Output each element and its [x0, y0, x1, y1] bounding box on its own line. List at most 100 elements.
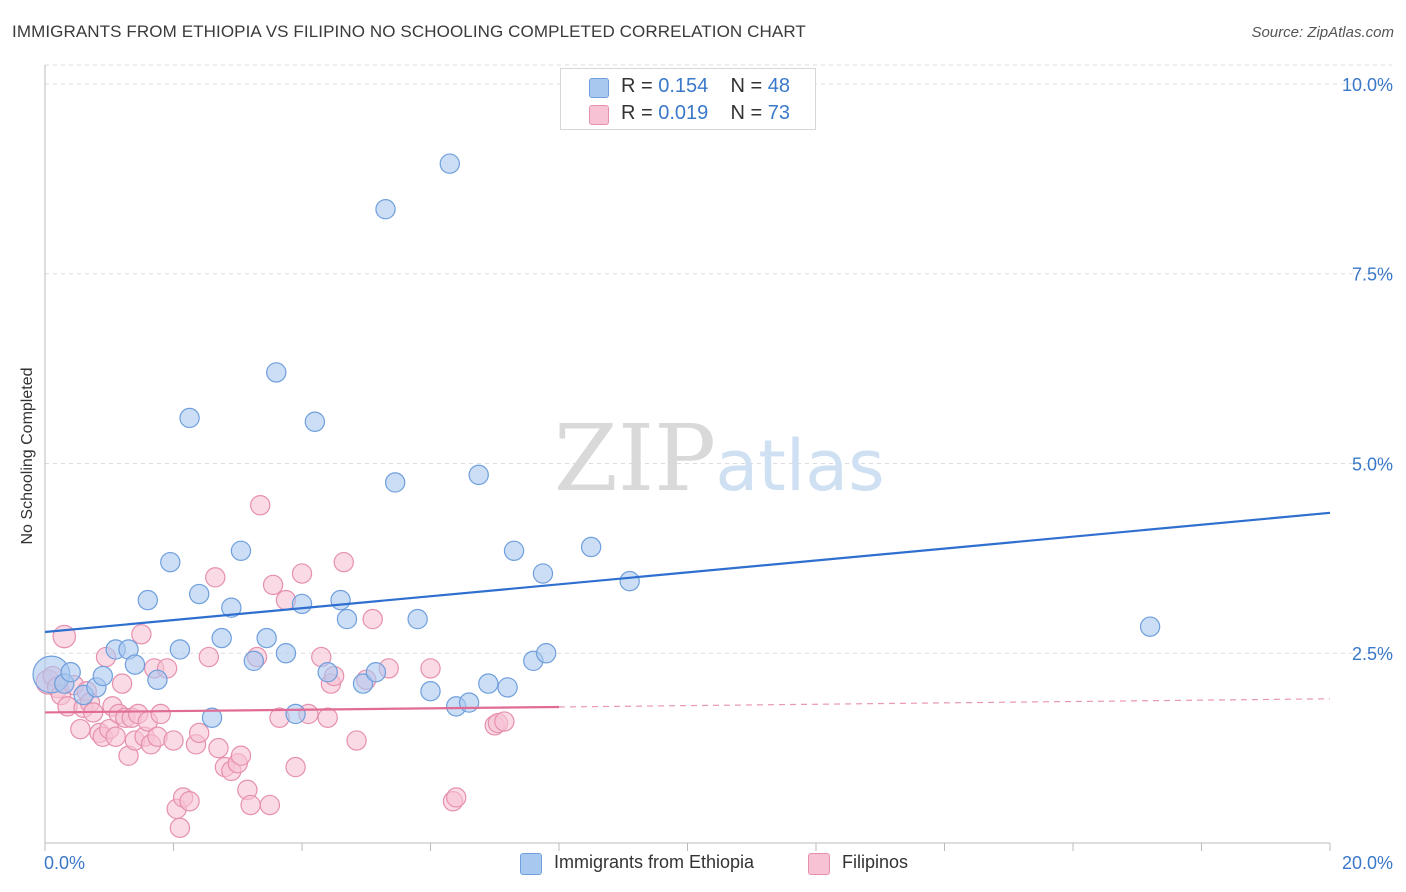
ethiopia-point [458, 692, 480, 713]
ethiopia-point [147, 669, 168, 691]
filipino-point [240, 794, 261, 816]
filipino-point [105, 726, 126, 747]
y-tick-label: 2.5% [1352, 644, 1393, 664]
ethiopia-point [1139, 616, 1161, 637]
filipino-point [230, 745, 252, 766]
ethiopia-point [92, 665, 114, 687]
ethiopia-trend-line [44, 511, 1331, 634]
ethiopia-point [211, 627, 232, 649]
r-label: R = [621, 102, 653, 124]
ethiopia-point [317, 662, 338, 683]
legend-swatch-ethiopia [589, 78, 609, 98]
ethiopia-point [580, 536, 602, 558]
chart-title: IMMIGRANTS FROM ETHIOPIA VS FILIPINO NO … [12, 22, 806, 41]
tick-labels: 2.5% 5.0% 7.5% 10.0% 0.0% 20.0% [44, 75, 1393, 873]
ethiopia-point [478, 673, 499, 694]
ethiopia-point [221, 597, 242, 618]
y-tick-label: 7.5% [1352, 265, 1393, 285]
filipino-point [346, 730, 367, 751]
ethiopia-point [201, 707, 223, 728]
ethiopia-point [124, 654, 146, 675]
filipino-point [262, 574, 284, 596]
filipino-point [250, 495, 271, 516]
ethiopia-point [420, 680, 441, 702]
ethiopia-point [243, 650, 265, 672]
ethiopia-point [532, 563, 554, 584]
filipino-point [150, 703, 171, 725]
watermark-atlas: atlas [715, 425, 884, 507]
legend-swatch-filipinos [589, 105, 609, 125]
ethiopia-point [137, 589, 158, 611]
bottom-legend-label-filipinos: Filipinos [842, 852, 909, 872]
grid-lines [45, 64, 1392, 654]
filipino-trend-line-extension [558, 698, 1331, 708]
ethiopia-point [304, 411, 326, 432]
ethiopia-point [230, 540, 252, 561]
watermark-zip: ZIP [554, 405, 716, 512]
filipino-point [259, 794, 281, 816]
ethiopia-point [497, 677, 518, 698]
ethiopia-point [275, 643, 297, 664]
filipino-point [111, 673, 133, 694]
filipino-point [317, 707, 338, 728]
source-label: Source: ZipAtlas.com [1251, 24, 1394, 41]
n-value: 48 [767, 75, 791, 97]
filipino-point [163, 730, 184, 751]
n-label: N = [730, 102, 763, 124]
filipino-point [205, 567, 226, 588]
ethiopia-point [439, 153, 460, 174]
ethiopia-point [179, 407, 200, 429]
x-tick-label: 0.0% [44, 853, 85, 873]
filipino-trend-line [44, 705, 560, 714]
trend-lines [44, 511, 1331, 714]
filipino-point [333, 551, 354, 573]
data-points [32, 153, 1161, 839]
ethiopia-point [169, 639, 191, 660]
filipino-point [131, 624, 152, 645]
ethiopia-point [291, 593, 313, 615]
ethiopia-point [256, 627, 277, 649]
ethiopia-point [503, 540, 525, 561]
bottom-legend-swatch-ethiopia [520, 853, 542, 875]
filipino-point [70, 718, 91, 740]
r-label: R = [621, 75, 653, 97]
filipino-point [169, 817, 191, 839]
ethiopia-point [188, 583, 210, 605]
ethiopia-point [60, 662, 81, 683]
r-value: 0.019 [658, 102, 709, 124]
ethiopia-point [330, 589, 351, 611]
bottom-legend-swatch-filipinos [808, 853, 830, 875]
filipino-point [198, 646, 220, 668]
x-tick-label: 20.0% [1342, 853, 1393, 873]
ethiopia-point [365, 662, 387, 683]
ethiopia-point [468, 464, 489, 486]
n-value: 73 [767, 102, 791, 124]
ethiopia-point [352, 673, 374, 694]
ethiopia-point [336, 608, 358, 630]
ethiopia-point [407, 608, 428, 630]
filipino-point [285, 756, 306, 778]
filipino-point [420, 658, 441, 679]
axes [44, 65, 1331, 851]
ethiopia-point [384, 472, 406, 493]
ethiopia-point [285, 703, 306, 725]
y-tick-label: 5.0% [1352, 454, 1393, 474]
r-value: 0.154 [658, 75, 709, 97]
ethiopia-point [375, 199, 396, 220]
bottom-legend-label-ethiopia: Immigrants from Ethiopia [554, 852, 755, 872]
legend-text-ethiopia: R = 0.154 N = 48 [621, 75, 790, 98]
correlation-legend: R = 0.154 N = 48 R = 0.019 N = 73 [560, 68, 816, 130]
filipino-point [208, 737, 229, 759]
filipino-point [291, 563, 313, 584]
ethiopia-point [266, 362, 287, 383]
n-label: N = [730, 75, 763, 97]
ethiopia-point [160, 551, 181, 573]
ethiopia-point [535, 643, 557, 664]
filipino-point [446, 787, 467, 808]
filipino-point [362, 608, 383, 630]
filipino-point [188, 722, 210, 744]
filipino-point [179, 791, 200, 812]
y-tick-label: 10.0% [1342, 75, 1393, 95]
legend-text-filipinos: R = 0.019 N = 73 [621, 102, 790, 125]
